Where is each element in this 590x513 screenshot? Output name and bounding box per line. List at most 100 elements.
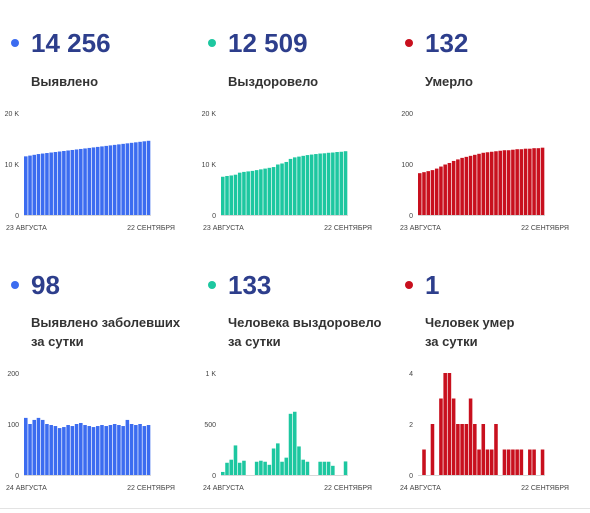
bar — [434, 168, 439, 215]
bar — [146, 140, 151, 215]
y-tick-label: 100 — [7, 422, 19, 429]
bar — [418, 173, 422, 215]
y-tick-label: 0 — [212, 213, 216, 220]
bar — [146, 425, 151, 475]
bar — [237, 462, 242, 475]
y-tick-label: 20 K — [202, 111, 217, 118]
bar — [331, 152, 335, 215]
bar — [284, 457, 289, 475]
bar — [74, 424, 79, 475]
bar — [540, 147, 545, 215]
bar — [70, 149, 75, 215]
bar — [532, 449, 536, 475]
bar — [142, 426, 147, 475]
y-tick-label: 1 K — [205, 371, 216, 378]
panel-deaths-total: 132 Умерло 0 100 200 23 АВГУСТА 22 СЕНТЯБРЯ — [394, 0, 590, 255]
bar — [439, 166, 443, 215]
label-detected-daily: Выявлено заболевших за сутки — [31, 313, 180, 351]
label-line: за сутки — [228, 334, 281, 349]
bar — [62, 150, 66, 215]
bar — [91, 147, 96, 215]
legend-dot — [208, 39, 216, 47]
label-line: Выздоровело — [228, 74, 319, 89]
bar — [233, 174, 238, 215]
bar — [259, 460, 263, 475]
bar — [225, 462, 229, 475]
bar — [473, 154, 477, 215]
bar — [305, 155, 310, 215]
bar — [301, 459, 305, 475]
label-line: за сутки — [31, 334, 84, 349]
bar — [49, 152, 53, 215]
bar — [460, 157, 464, 215]
bar — [36, 154, 41, 215]
legend-dot — [11, 39, 19, 47]
bar — [314, 154, 318, 215]
bar — [481, 424, 486, 475]
bar — [134, 142, 138, 215]
bar — [447, 373, 452, 475]
bar — [511, 149, 515, 215]
bar — [62, 427, 66, 475]
bar — [95, 146, 100, 215]
bar — [87, 147, 92, 215]
bar — [125, 419, 130, 475]
bar — [456, 424, 460, 475]
bar — [331, 465, 335, 475]
x-end-label: 22 СЕНТЯБРЯ — [127, 225, 175, 232]
y-tick-label: 0 — [409, 213, 413, 220]
y-tick-label: 200 — [401, 111, 413, 118]
bar — [229, 175, 234, 215]
bar — [326, 152, 331, 215]
chart-detected-daily: 0 100 200 24 АВГУСТА 22 СЕНТЯБРЯ — [6, 371, 175, 492]
value-recovered-total: 12 509 — [228, 28, 308, 58]
bar — [292, 157, 297, 215]
bar — [422, 449, 426, 475]
bar — [456, 159, 460, 215]
bar — [532, 148, 536, 215]
value-deaths-daily: 1 — [425, 270, 440, 300]
y-tick-label: 500 — [204, 422, 216, 429]
x-end-label: 22 СЕНТЯБРЯ — [324, 225, 372, 232]
y-tick-label: 10 K — [202, 162, 217, 169]
bar — [53, 426, 58, 475]
bar — [221, 176, 225, 215]
bar — [451, 160, 456, 215]
bar — [519, 149, 524, 215]
panel-recovered-daily: 133 Человека выздоровело за сутки 0 500 1 … — [197, 258, 393, 513]
label-line: Человек умер — [425, 315, 515, 330]
bar — [506, 449, 511, 475]
bar — [66, 150, 70, 215]
bar — [481, 152, 486, 215]
legend-dot — [405, 39, 413, 47]
bar — [318, 461, 322, 475]
bar — [40, 153, 45, 215]
y-tick-label: 10 K — [5, 162, 20, 169]
y-tick-label: 0 — [409, 473, 413, 480]
bar — [511, 449, 515, 475]
bar — [318, 153, 322, 215]
bar — [267, 464, 272, 475]
x-end-label: 22 СЕНТЯБРЯ — [127, 485, 175, 492]
value-detected-total: 14 256 — [31, 28, 111, 58]
y-tick-label: 0 — [15, 473, 19, 480]
bar — [112, 144, 117, 215]
x-start-label: 24 АВГУСТА — [6, 485, 47, 492]
bar — [125, 143, 130, 215]
bar — [271, 167, 276, 215]
bar — [297, 156, 301, 215]
bar — [292, 411, 297, 475]
bar — [536, 148, 541, 215]
bar — [45, 153, 49, 215]
bar — [502, 150, 507, 215]
bar — [57, 428, 62, 475]
x-start-label: 23 АВГУСТА — [203, 225, 244, 232]
bar — [468, 155, 473, 215]
bar — [100, 425, 104, 475]
bar — [422, 172, 426, 215]
bar — [242, 171, 246, 215]
bar — [108, 145, 113, 215]
bar — [443, 164, 447, 215]
bar — [506, 150, 511, 215]
y-tick-label: 0 — [212, 473, 216, 480]
